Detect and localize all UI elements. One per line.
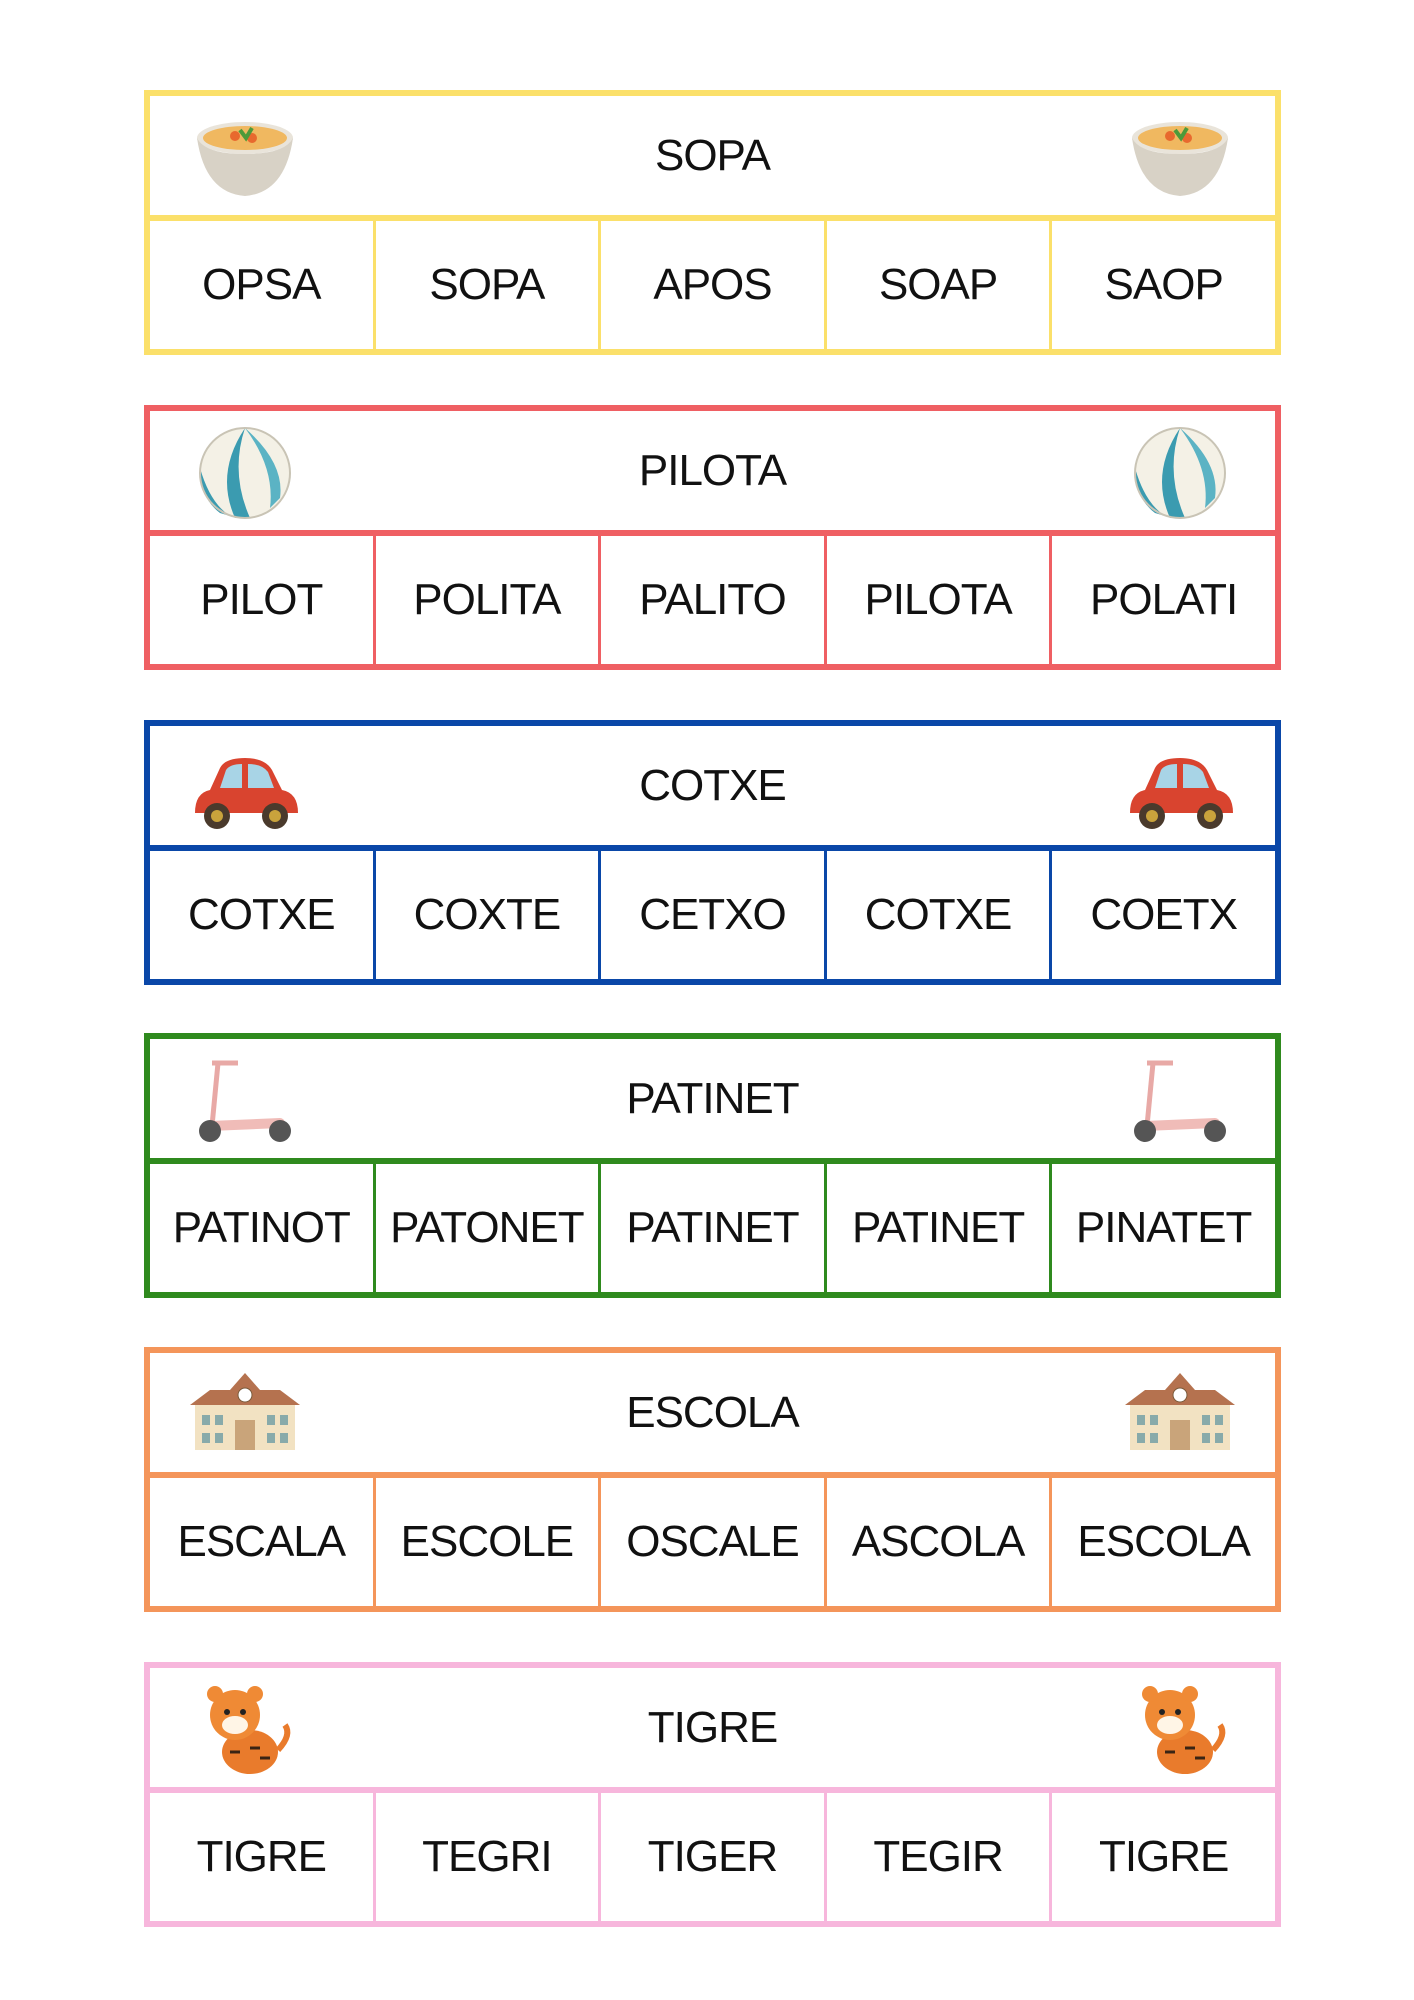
option-label: PALITO xyxy=(639,575,786,624)
option-cell[interactable]: PALITO xyxy=(601,536,827,664)
option-label: TIGRE xyxy=(196,1832,327,1881)
option-cell[interactable]: APOS xyxy=(601,221,827,349)
car-icon xyxy=(1125,738,1235,838)
word-card-escola: ESCOLA ESCALA ESCOLE OSCALE ASCOLA ESCOLA xyxy=(144,1347,1281,1612)
option-label: COTXE xyxy=(864,890,1013,939)
option-cell[interactable]: TIGER xyxy=(601,1793,827,1921)
option-label: PATINET xyxy=(851,1203,1025,1252)
option-cell[interactable]: ESCALA xyxy=(150,1478,376,1606)
option-label: PINATET xyxy=(1075,1203,1253,1252)
option-cell[interactable]: TIGRE xyxy=(150,1793,376,1921)
option-cell[interactable]: COXTE xyxy=(376,851,602,979)
option-cell[interactable]: COETX xyxy=(1052,851,1275,979)
option-cell[interactable]: CETXO xyxy=(601,851,827,979)
scooter-icon xyxy=(190,1051,300,1151)
options-row: PILOT POLITA PALITO PILOTA POLATI xyxy=(150,536,1275,664)
option-label: POLITA xyxy=(413,575,561,624)
option-cell[interactable]: SAOP xyxy=(1052,221,1275,349)
option-cell[interactable]: SOPA xyxy=(376,221,602,349)
word-card-patinet: PATINET PATINOT PATONET PATINET PATINET PINA… xyxy=(144,1033,1281,1298)
option-cell[interactable]: ASCOLA xyxy=(827,1478,1053,1606)
option-cell[interactable]: SOAP xyxy=(827,221,1053,349)
option-cell[interactable]: OPSA xyxy=(150,221,376,349)
option-cell[interactable]: ESCOLE xyxy=(376,1478,602,1606)
option-label: SAOP xyxy=(1104,260,1224,309)
option-label: TIGRE xyxy=(1098,1832,1229,1881)
school-icon xyxy=(190,1365,300,1465)
tiger-icon xyxy=(190,1680,300,1780)
card-title: COTXE xyxy=(639,760,787,810)
option-cell[interactable]: PINATET xyxy=(1052,1164,1275,1292)
car-icon xyxy=(190,738,300,838)
card-header: COTXE xyxy=(150,726,1275,851)
beach-ball-icon xyxy=(190,423,300,523)
beach-ball-icon xyxy=(1125,423,1235,523)
option-label: PILOT xyxy=(200,575,323,624)
option-cell[interactable]: TIGRE xyxy=(1052,1793,1275,1921)
option-label: PATONET xyxy=(390,1203,584,1252)
option-label: PATINOT xyxy=(172,1203,351,1252)
card-header: SOPA xyxy=(150,96,1275,221)
card-title: PATINET xyxy=(626,1073,799,1123)
option-cell[interactable]: PATONET xyxy=(376,1164,602,1292)
scooter-icon xyxy=(1125,1051,1235,1151)
soup-bowl-icon xyxy=(190,108,300,208)
option-cell[interactable]: PATINOT xyxy=(150,1164,376,1292)
card-header: PATINET xyxy=(150,1039,1275,1164)
option-label: POLATI xyxy=(1090,575,1238,624)
word-card-pilota: PILOTA PILOT POLITA PALITO PILOTA POLATI xyxy=(144,405,1281,670)
option-label: COETX xyxy=(1090,890,1238,939)
option-label: SOPA xyxy=(429,260,545,309)
option-label: PATINET xyxy=(626,1203,799,1252)
card-title: PILOTA xyxy=(638,445,787,495)
option-cell[interactable]: PILOTA xyxy=(827,536,1053,664)
option-label: OPSA xyxy=(202,260,321,309)
option-cell[interactable]: COTXE xyxy=(827,851,1053,979)
word-card-tigre: TIGRE TIGRE TEGRI TIGER TEGIR TIGRE xyxy=(144,1662,1281,1927)
school-icon xyxy=(1125,1365,1235,1465)
option-cell[interactable]: COTXE xyxy=(150,851,376,979)
option-cell[interactable]: PILOT xyxy=(150,536,376,664)
option-cell[interactable]: TEGRI xyxy=(376,1793,602,1921)
card-header: PILOTA xyxy=(150,411,1275,536)
option-cell[interactable]: POLATI xyxy=(1052,536,1275,664)
option-label: ESCOLA xyxy=(1077,1517,1251,1566)
option-label: COXTE xyxy=(413,890,562,939)
options-row: OPSA SOPA APOS SOAP SAOP xyxy=(150,221,1275,349)
option-label: TEGIR xyxy=(873,1832,1003,1881)
options-row: ESCALA ESCOLE OSCALE ASCOLA ESCOLA xyxy=(150,1478,1275,1606)
options-row: PATINOT PATONET PATINET PATINET PINATET xyxy=(150,1164,1275,1292)
option-cell[interactable]: TEGIR xyxy=(827,1793,1053,1921)
card-header: ESCOLA xyxy=(150,1353,1275,1478)
option-cell[interactable]: PATINET xyxy=(601,1164,827,1292)
option-cell[interactable]: OSCALE xyxy=(601,1478,827,1606)
options-row: COTXE COXTE CETXO COTXE COETX xyxy=(150,851,1275,979)
card-title: SOPA xyxy=(654,130,771,180)
option-label: OSCALE xyxy=(626,1517,800,1566)
option-label: SOAP xyxy=(878,260,998,309)
option-label: PILOTA xyxy=(864,575,1012,624)
option-label: ASCOLA xyxy=(851,1517,1026,1566)
tiger-icon xyxy=(1125,1680,1235,1780)
card-title: ESCOLA xyxy=(626,1387,800,1437)
option-label: CETXO xyxy=(639,890,787,939)
card-title: TIGRE xyxy=(647,1702,778,1752)
option-label: APOS xyxy=(653,260,772,309)
option-label: TEGRI xyxy=(422,1832,552,1881)
options-row: TIGRE TEGRI TIGER TEGIR TIGRE xyxy=(150,1793,1275,1921)
word-card-sopa: SOPA OPSA SOPA APOS SOAP SAOP xyxy=(144,90,1281,355)
option-label: ESCALA xyxy=(177,1517,346,1566)
option-cell[interactable]: PATINET xyxy=(827,1164,1053,1292)
option-cell[interactable]: POLITA xyxy=(376,536,602,664)
option-cell[interactable]: ESCOLA xyxy=(1052,1478,1275,1606)
option-label: ESCOLE xyxy=(400,1517,575,1566)
word-card-cotxe: COTXE COTXE COXTE CETXO COTXE COETX xyxy=(144,720,1281,985)
option-label: COTXE xyxy=(188,890,336,939)
card-header: TIGRE xyxy=(150,1668,1275,1793)
soup-bowl-icon xyxy=(1125,108,1235,208)
option-label: TIGER xyxy=(647,1832,778,1881)
